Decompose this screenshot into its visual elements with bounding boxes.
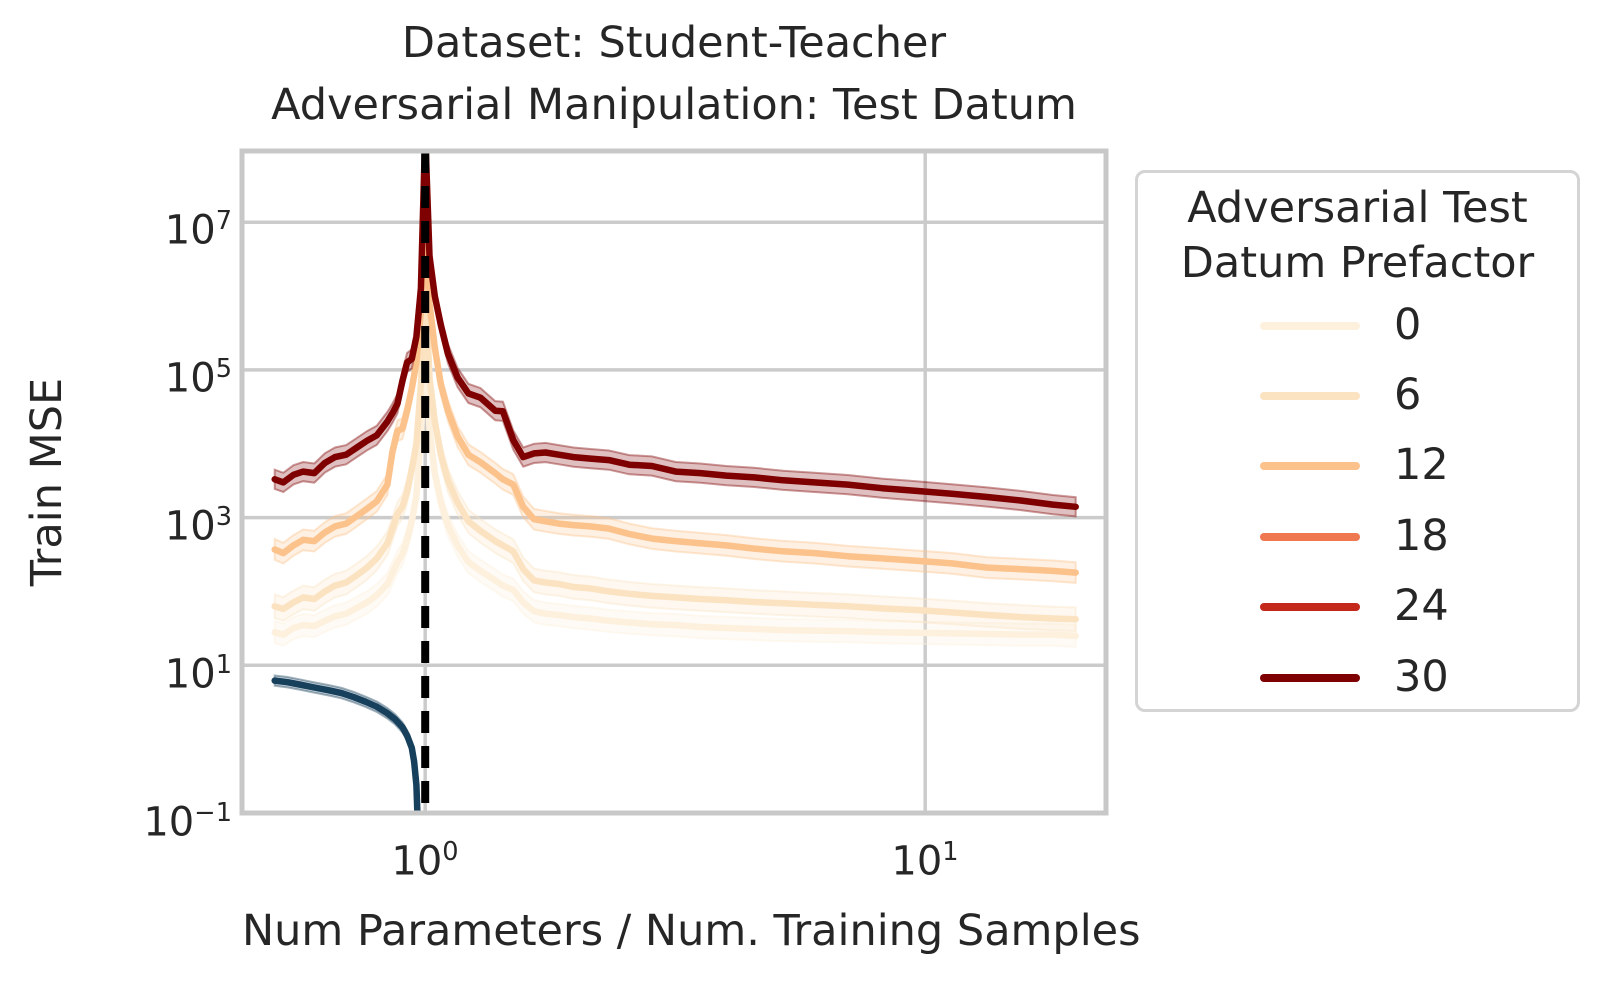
legend-title: Adversarial Test Datum Prefactor [1138,181,1577,291]
legend-entry: 30 [1138,652,1577,702]
series-line-unmanipulated-baseline [271,677,421,813]
chart-title-line1: Dataset: Student-Teacher [401,18,947,68]
legend-line-swatch [1260,603,1360,611]
series-curves [271,151,1079,813]
y-tick-1e3: 103 [164,502,232,550]
legend-line-swatch [1260,533,1360,541]
legend-line-swatch [1260,392,1360,400]
x-tick-1e1: 101 [891,837,959,885]
legend-entry: 0 [1138,300,1577,350]
legend-line-swatch [1260,462,1360,470]
legend-entry-label: 24 [1394,581,1449,631]
legend-entry-label: 18 [1394,511,1449,561]
legend-line-swatch [1260,674,1360,682]
legend-entry-label: 30 [1394,652,1449,702]
legend-entry-label: 6 [1394,370,1422,420]
x-tick-1e0: 100 [391,837,459,885]
chart-title: Dataset: Student-Teacher Adversarial Man… [242,12,1106,136]
y-axis-label: Train MSE [22,377,72,587]
plot-border [239,148,1109,816]
legend-entry: 18 [1138,511,1577,561]
legend-entry: 12 [1138,440,1577,490]
y-tick-1e-1: 10−1 [143,798,232,846]
chart-title-line2: Adversarial Manipulation: Test Datum [271,80,1077,130]
series-line-prefactor-0 [271,337,1079,640]
series-line-prefactor-30 [271,151,1079,511]
legend-entry: 24 [1138,581,1577,631]
legend-entry: 6 [1138,370,1577,420]
series-line-prefactor-6 [271,277,1079,623]
legend-entry-label: 0 [1394,300,1422,350]
legend-title-line1: Adversarial Test [1187,183,1528,233]
gridlines [242,151,1106,815]
series-band-prefactor-30 [273,151,1077,518]
series-band-unmanipulated-baseline [273,674,419,813]
legend: Adversarial Test Datum Prefactor 0 6 12 … [1135,170,1580,712]
legend-line-swatch [1260,322,1360,330]
x-axis-label: Num Parameters / Num. Training Samples [242,906,1141,956]
y-tick-1e5: 105 [164,354,232,402]
y-tick-1e7: 107 [164,206,232,254]
legend-entry-label: 12 [1394,440,1449,490]
series-line-prefactor-12 [271,218,1079,576]
legend-title-line2: Datum Prefactor [1180,238,1535,288]
y-tick-1e1: 101 [164,650,232,698]
